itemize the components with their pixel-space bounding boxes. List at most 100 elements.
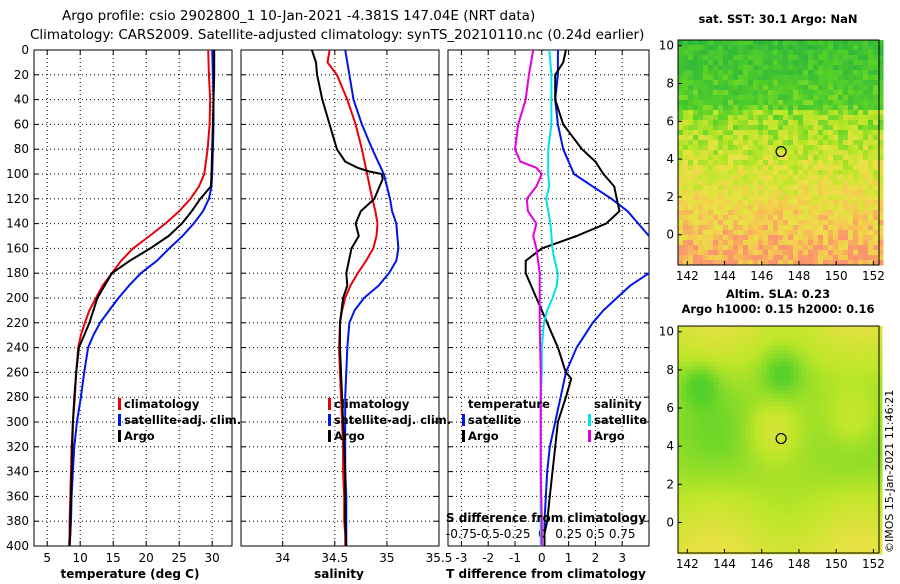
map-cell bbox=[758, 175, 764, 181]
map-cell bbox=[826, 510, 831, 515]
map-cell bbox=[690, 466, 695, 471]
map-cell bbox=[793, 170, 799, 176]
map-cell bbox=[728, 125, 734, 131]
map-cell bbox=[786, 374, 791, 379]
map-cell bbox=[862, 510, 867, 515]
map-cell bbox=[838, 40, 844, 46]
map-cell bbox=[790, 470, 795, 475]
map-cell bbox=[818, 442, 823, 447]
map-cell bbox=[750, 350, 755, 355]
map-cell bbox=[798, 255, 804, 261]
map-cell bbox=[846, 474, 851, 479]
map-cell bbox=[826, 414, 831, 419]
map-cell bbox=[743, 50, 749, 56]
map-cell bbox=[853, 145, 859, 151]
map-cell bbox=[818, 530, 823, 535]
map-cell bbox=[746, 530, 751, 535]
map-cell bbox=[693, 190, 699, 196]
map-cell bbox=[698, 538, 703, 543]
map-cell bbox=[863, 180, 869, 186]
map-cell bbox=[818, 125, 824, 131]
map-cell bbox=[874, 410, 879, 415]
map-cell bbox=[698, 180, 704, 186]
map-cell bbox=[822, 474, 827, 479]
map-cell bbox=[870, 374, 875, 379]
map-cell bbox=[762, 402, 767, 407]
map-cell bbox=[774, 470, 779, 475]
map-cell bbox=[848, 50, 854, 56]
map-cell bbox=[853, 100, 859, 106]
map-cell bbox=[786, 386, 791, 391]
map-cell bbox=[778, 45, 784, 51]
map-cell bbox=[873, 65, 879, 71]
map-cell bbox=[874, 446, 879, 451]
map-cell bbox=[830, 442, 835, 447]
map-cell bbox=[783, 205, 789, 211]
map-cell bbox=[773, 75, 779, 81]
map-cell bbox=[730, 366, 735, 371]
map-cell bbox=[722, 530, 727, 535]
map-cell bbox=[690, 394, 695, 399]
map-cell bbox=[686, 426, 691, 431]
y-tick-label: 260 bbox=[6, 365, 29, 379]
map-cell bbox=[790, 438, 795, 443]
map-cell bbox=[814, 506, 819, 511]
map-cell bbox=[798, 350, 803, 355]
map-cell bbox=[854, 410, 859, 415]
map-cell bbox=[848, 100, 854, 106]
map-cell bbox=[863, 200, 869, 206]
map-cell bbox=[838, 190, 844, 196]
map-cell bbox=[738, 442, 743, 447]
map-cell bbox=[698, 382, 703, 387]
map-cell bbox=[842, 506, 847, 511]
map-cell bbox=[873, 120, 879, 126]
map-cell bbox=[722, 514, 727, 519]
map-cell bbox=[773, 60, 779, 66]
map-cell bbox=[702, 398, 707, 403]
map-cell bbox=[690, 538, 695, 543]
map-cell bbox=[750, 474, 755, 479]
map-cell bbox=[798, 95, 804, 101]
map-cell bbox=[853, 135, 859, 141]
map-cell bbox=[814, 466, 819, 471]
map-cell bbox=[686, 414, 691, 419]
map-cell bbox=[703, 185, 709, 191]
map-cell bbox=[803, 170, 809, 176]
map-cell bbox=[733, 235, 739, 241]
map-cell bbox=[738, 482, 743, 487]
map-cell bbox=[706, 350, 711, 355]
map-cell bbox=[786, 522, 791, 527]
map-cell bbox=[678, 378, 683, 383]
map-cell bbox=[773, 160, 779, 166]
map-cell bbox=[848, 175, 854, 181]
map-cell bbox=[762, 526, 767, 531]
map-cell bbox=[858, 438, 863, 443]
y-tick-label: 40 bbox=[14, 93, 29, 107]
map-cell bbox=[728, 85, 734, 91]
map-cell bbox=[758, 502, 763, 507]
map-cell bbox=[714, 430, 719, 435]
map-cell bbox=[766, 542, 771, 547]
map-cell bbox=[813, 235, 819, 241]
map-cell bbox=[798, 370, 803, 375]
map-cell bbox=[853, 65, 859, 71]
map-cell bbox=[773, 180, 779, 186]
map-cell bbox=[734, 326, 739, 331]
map-cell bbox=[726, 350, 731, 355]
map-cell bbox=[758, 338, 763, 343]
map-cell bbox=[846, 370, 851, 375]
map-cell bbox=[710, 442, 715, 447]
map-cell bbox=[794, 398, 799, 403]
map-cell bbox=[814, 394, 819, 399]
map-cell bbox=[706, 414, 711, 419]
map-cell bbox=[770, 454, 775, 459]
map-cell bbox=[694, 454, 699, 459]
map-cell bbox=[866, 534, 871, 539]
map-cell bbox=[746, 454, 751, 459]
map-cell bbox=[798, 506, 803, 511]
map-cell bbox=[782, 410, 787, 415]
map-cell bbox=[706, 410, 711, 415]
map-cell bbox=[742, 414, 747, 419]
map-cell bbox=[708, 120, 714, 126]
